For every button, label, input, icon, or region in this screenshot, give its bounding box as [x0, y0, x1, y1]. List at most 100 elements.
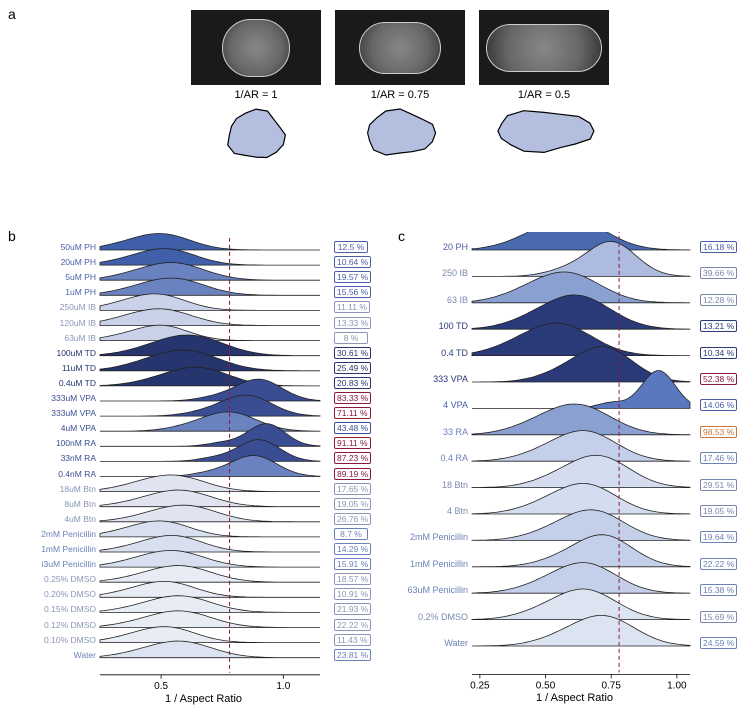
ridge-label: 1mM Penicillin: [26, 544, 96, 554]
percent-badge: 24.59 %: [700, 637, 737, 649]
ridge-row: [100, 490, 320, 507]
ridge-row: [100, 278, 320, 295]
aspect-ratio-example: 1/AR = 1: [191, 10, 321, 163]
aspect-ratio-label: 1/AR = 0.75: [371, 89, 429, 101]
ridge-label: 0.25% DMSO: [26, 574, 96, 584]
xaxis-label: 1 / Aspect Ratio: [165, 693, 242, 705]
percent-badge: 52.38 %: [700, 373, 737, 385]
ridge-row: [100, 234, 320, 251]
ridge-row: [100, 550, 320, 567]
percent-badge: 22.22 %: [700, 558, 737, 570]
ridge-label: 63 IB: [402, 295, 468, 305]
percent-badge: 23.81 %: [334, 649, 371, 661]
percent-badge: 15.69 %: [700, 611, 737, 623]
ridge-label: Water: [26, 650, 96, 660]
xaxis-tick-label: 0.75: [601, 680, 621, 691]
xaxis-label: 1 / Aspect Ratio: [536, 692, 613, 704]
percent-badge: 98.53 %: [700, 426, 737, 438]
microscopy-thumbnail: [479, 10, 609, 85]
percent-badge: 17.46 %: [700, 452, 737, 464]
percent-badge: 10.34 %: [700, 347, 737, 359]
ridge-label: 4uM Btn: [26, 514, 96, 524]
aspect-ratio-label: 1/AR = 0.5: [518, 89, 570, 101]
percent-badge: 12.5 %: [334, 241, 368, 253]
ridge-label: 100uM TD: [26, 348, 96, 358]
ridge-label: 0.4 TD: [402, 348, 468, 358]
ridge-label: 33 RA: [402, 427, 468, 437]
ridge-label: 0.10% DMSO: [26, 635, 96, 645]
aspect-ratio-label: 1/AR = 1: [234, 89, 277, 101]
ridge-label: 63uM Penicillin: [402, 585, 468, 595]
ridge-row: [100, 581, 320, 597]
percent-badge: 18.57 %: [334, 573, 371, 585]
panel-a: 1/AR = 1 1/AR = 0.75 1/AR = 0.5: [150, 10, 650, 163]
percent-badge: 39.66 %: [700, 267, 737, 279]
ridge-label: 0.2% DMSO: [402, 612, 468, 622]
ridge-row: [100, 596, 320, 613]
ridge-label: 0.4uM TD: [26, 378, 96, 388]
percent-badge: 10.91 %: [334, 588, 371, 600]
percent-badge: 19.05 %: [334, 498, 371, 510]
aspect-ratio-example: 1/AR = 0.5: [479, 10, 609, 163]
ridge-label: 20 PH: [402, 242, 468, 252]
ridge-label: 333 VPA: [402, 374, 468, 384]
percent-badge: 12.28 %: [700, 294, 737, 306]
percent-badge: 15.38 %: [700, 584, 737, 596]
ridge-label: 63uM IB: [26, 333, 96, 343]
percent-badge: 89.19 %: [334, 468, 371, 480]
percent-badge: 11.11 %: [334, 301, 370, 313]
ridge-label: 0.20% DMSO: [26, 589, 96, 599]
ridge-row: [100, 641, 320, 658]
ridge-label: Water: [402, 638, 468, 648]
ridge-label: 11uM TD: [26, 363, 96, 373]
percent-badge: 26.76 %: [334, 513, 371, 525]
percent-badge: 29.51 %: [700, 479, 737, 491]
ridge-row: [100, 309, 320, 326]
percent-badge: 11.43 %: [334, 634, 371, 646]
percent-badge: 17.65 %: [334, 483, 371, 495]
xaxis-tick-label: 0.5: [154, 681, 168, 692]
percent-badge: 30.61 %: [334, 347, 371, 359]
ridge-label: 0.12% DMSO: [26, 620, 96, 630]
ridge-label: 20uM PH: [26, 257, 96, 267]
ridge-label: 120uM IB: [26, 318, 96, 328]
ridge-label: 18uM Btn: [26, 484, 96, 494]
ridge-label: 100nM RA: [26, 438, 96, 448]
percent-badge: 71.11 %: [334, 407, 371, 419]
ridge-label: 2mM Penicillin: [402, 532, 468, 542]
ridge-label: 333uM VPA: [26, 393, 96, 403]
ridge-label: 50uM PH: [26, 242, 96, 252]
percent-badge: 13.21 %: [700, 320, 737, 332]
ridge-label: 4 VPA: [402, 400, 468, 410]
percent-badge: 83.33 %: [334, 392, 371, 404]
microscopy-thumbnail: [335, 10, 465, 85]
outline-shape: [224, 107, 288, 163]
percent-badge: 14.06 %: [700, 399, 737, 411]
percent-badge: 22.22 %: [334, 619, 371, 631]
ridge-row: [100, 505, 320, 522]
ridge-label: 333uM VPA: [26, 408, 96, 418]
ridge-row: [100, 521, 320, 537]
percent-badge: 87.23 %: [334, 452, 371, 464]
panel-b: 0.51.050uM PH12.5 %20uM PH10.64 %5uM PH1…: [24, 232, 384, 702]
ridge-label: 2mM Penicillin: [26, 529, 96, 539]
ridge-label: 8uM Btn: [26, 499, 96, 509]
ridge-label: 33nM RA: [26, 453, 96, 463]
ridge-label: 0.4nM RA: [26, 469, 96, 479]
percent-badge: 91.11 %: [334, 437, 371, 449]
percent-badge: 21.93 %: [334, 603, 371, 615]
ridge-row: [100, 294, 320, 311]
percent-badge: 15.91 %: [334, 558, 371, 570]
microscopy-thumbnail: [191, 10, 321, 85]
percent-badge: 16.18 %: [700, 241, 737, 253]
panel-label-b: b: [8, 228, 16, 244]
percent-badge: 20.83 %: [334, 377, 371, 389]
ridge-label: 1mM Penicillin: [402, 559, 468, 569]
percent-badge: 8 %: [334, 332, 368, 344]
percent-badge: 19.64 %: [700, 531, 737, 543]
ridge-row: [100, 249, 320, 266]
panel-c: 0.250.500.751.0020 PH16.18 %250 IB39.66 …: [400, 232, 750, 702]
percent-badge: 10.64 %: [334, 256, 371, 268]
percent-badge: 15.56 %: [334, 286, 371, 298]
percent-badge: 25.49 %: [334, 362, 371, 374]
